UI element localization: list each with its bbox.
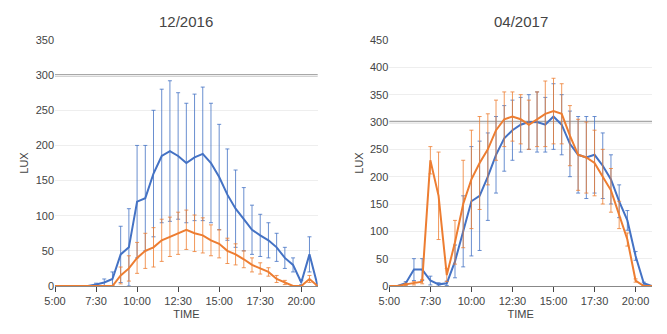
- svg-text:TIME: TIME: [508, 308, 534, 320]
- svg-text:450: 450: [370, 34, 388, 46]
- svg-text:12:30: 12:30: [499, 295, 527, 307]
- svg-text:7:30: 7:30: [420, 295, 441, 307]
- svg-text:100: 100: [370, 225, 388, 237]
- svg-text:5:00: 5:00: [44, 295, 65, 307]
- svg-text:200: 200: [370, 171, 388, 183]
- svg-text:TIME: TIME: [173, 308, 199, 320]
- svg-text:150: 150: [36, 174, 54, 186]
- svg-text:250: 250: [36, 104, 54, 116]
- svg-text:200: 200: [36, 139, 54, 151]
- svg-text:17:30: 17:30: [581, 295, 609, 307]
- svg-text:20:00: 20:00: [622, 295, 650, 307]
- svg-text:350: 350: [36, 34, 54, 46]
- svg-text:10:00: 10:00: [123, 295, 151, 307]
- svg-text:15:00: 15:00: [205, 295, 233, 307]
- svg-text:04/2017: 04/2017: [494, 13, 548, 30]
- svg-text:5:00: 5:00: [379, 295, 400, 307]
- svg-text:20:00: 20:00: [287, 295, 315, 307]
- svg-text:300: 300: [370, 116, 388, 128]
- svg-text:12:30: 12:30: [164, 295, 192, 307]
- svg-text:LUX: LUX: [18, 152, 30, 174]
- svg-text:17:30: 17:30: [246, 295, 274, 307]
- svg-text:350: 350: [370, 89, 388, 101]
- svg-text:300: 300: [36, 69, 54, 81]
- svg-text:50: 50: [42, 245, 54, 257]
- svg-text:15:00: 15:00: [540, 295, 568, 307]
- svg-text:10:00: 10:00: [458, 295, 486, 307]
- svg-text:100: 100: [36, 210, 54, 222]
- svg-text:150: 150: [370, 198, 388, 210]
- svg-text:50: 50: [376, 253, 388, 265]
- svg-text:0: 0: [382, 280, 388, 292]
- svg-text:12/2016: 12/2016: [159, 13, 213, 30]
- svg-text:400: 400: [370, 61, 388, 73]
- svg-text:7:30: 7:30: [85, 295, 106, 307]
- svg-text:0: 0: [48, 280, 54, 292]
- svg-text:250: 250: [370, 143, 388, 155]
- svg-text:LUX: LUX: [353, 152, 365, 174]
